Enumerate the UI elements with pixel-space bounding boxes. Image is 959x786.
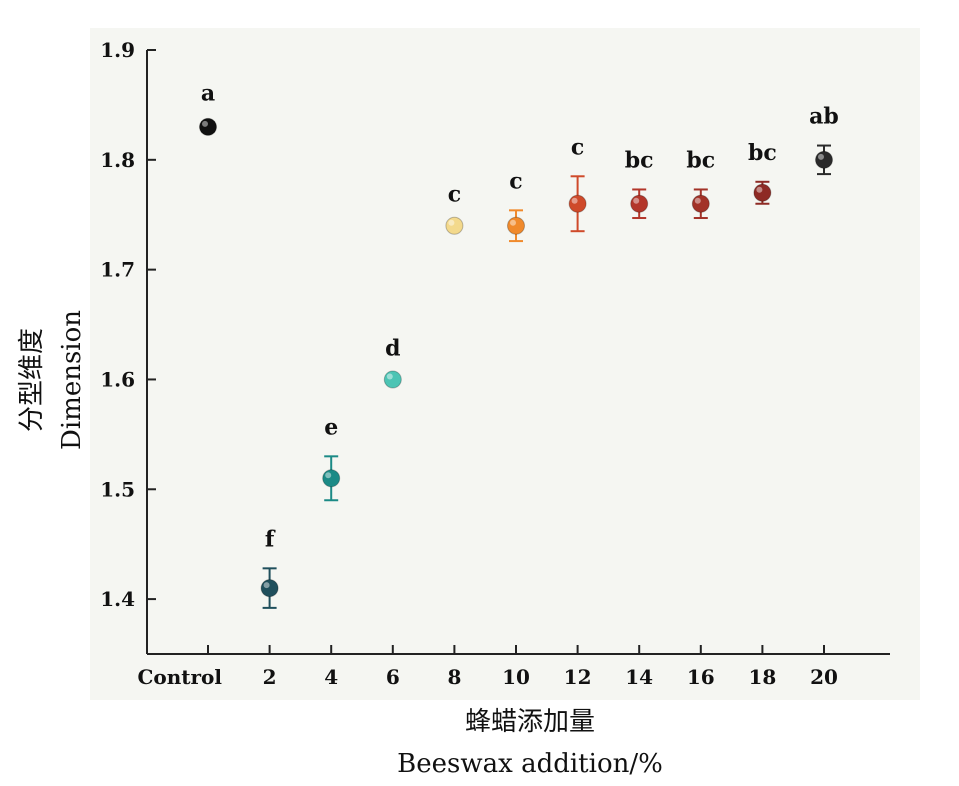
- data-point: [753, 183, 772, 202]
- y-tick-label: 1.9: [100, 38, 135, 62]
- data-point-highlight: [325, 472, 332, 479]
- y-axis-title-cn: 分型维度: [17, 328, 47, 432]
- significance-label: c: [509, 168, 522, 194]
- data-point-highlight: [510, 219, 516, 226]
- x-tick-label: 6: [386, 665, 400, 689]
- significance-label: d: [385, 335, 400, 361]
- x-tick-label: 4: [324, 665, 338, 689]
- x-tick-label: 16: [687, 665, 715, 689]
- data-point-highlight: [386, 373, 393, 380]
- data-point: [568, 194, 587, 213]
- x-tick-label: 8: [447, 665, 461, 689]
- data-point-highlight: [633, 197, 640, 204]
- significance-label: c: [448, 182, 461, 208]
- significance-label: f: [265, 526, 276, 552]
- data-point: [260, 579, 279, 598]
- data-point-highlight: [448, 219, 455, 226]
- x-axis-title-cn: 蜂蜡添加量: [465, 707, 595, 737]
- plot-panel: [90, 28, 920, 700]
- x-tick-label: Control: [137, 665, 222, 689]
- significance-label: ab: [809, 104, 839, 130]
- x-tick-label: 20: [810, 665, 838, 689]
- data-point: [199, 117, 217, 136]
- data-point-highlight: [756, 186, 763, 193]
- data-point: [691, 194, 710, 213]
- x-tick-label: 18: [748, 665, 776, 689]
- data-point-highlight: [263, 582, 270, 589]
- x-tick-label: 2: [263, 665, 277, 689]
- x-ticks: Control 2 4 6 8 10 12 14 16 18 20: [137, 645, 838, 689]
- y-tick-label: 1.7: [100, 258, 135, 282]
- data-point: [630, 194, 649, 213]
- y-tick-label: 1.6: [100, 367, 135, 391]
- y-ticks: 1.4 1.5 1.6 1.7 1.8 1.9: [100, 38, 156, 611]
- data-point: [445, 216, 464, 235]
- significance-label: a: [201, 80, 215, 106]
- data-point-highlight: [202, 120, 208, 127]
- significance-label: e: [324, 414, 338, 440]
- data-point-highlight: [694, 197, 701, 204]
- significance-label: c: [571, 134, 584, 160]
- x-tick-label: 14: [625, 665, 653, 689]
- significance-label: bc: [686, 147, 715, 173]
- x-tick-label: 12: [564, 665, 592, 689]
- y-axis-title: Dimension: [57, 310, 87, 450]
- x-axis-title: Beeswax addition/%: [397, 749, 663, 779]
- x-tick-label: 10: [502, 665, 530, 689]
- y-tick-label: 1.4: [100, 587, 135, 611]
- significance-label: bc: [625, 147, 654, 173]
- data-point: [322, 469, 341, 488]
- axes: [146, 50, 890, 655]
- data-point-highlight: [818, 153, 824, 160]
- data-point-highlight: [571, 197, 578, 204]
- data-point: [507, 216, 525, 235]
- y-tick-label: 1.8: [100, 148, 135, 172]
- y-tick-label: 1.5: [100, 477, 135, 501]
- data-point: [383, 370, 402, 389]
- significance-label: bc: [748, 140, 777, 166]
- data-points: a f e d c c c bc bc bc ab: [199, 80, 839, 609]
- data-point: [815, 150, 833, 169]
